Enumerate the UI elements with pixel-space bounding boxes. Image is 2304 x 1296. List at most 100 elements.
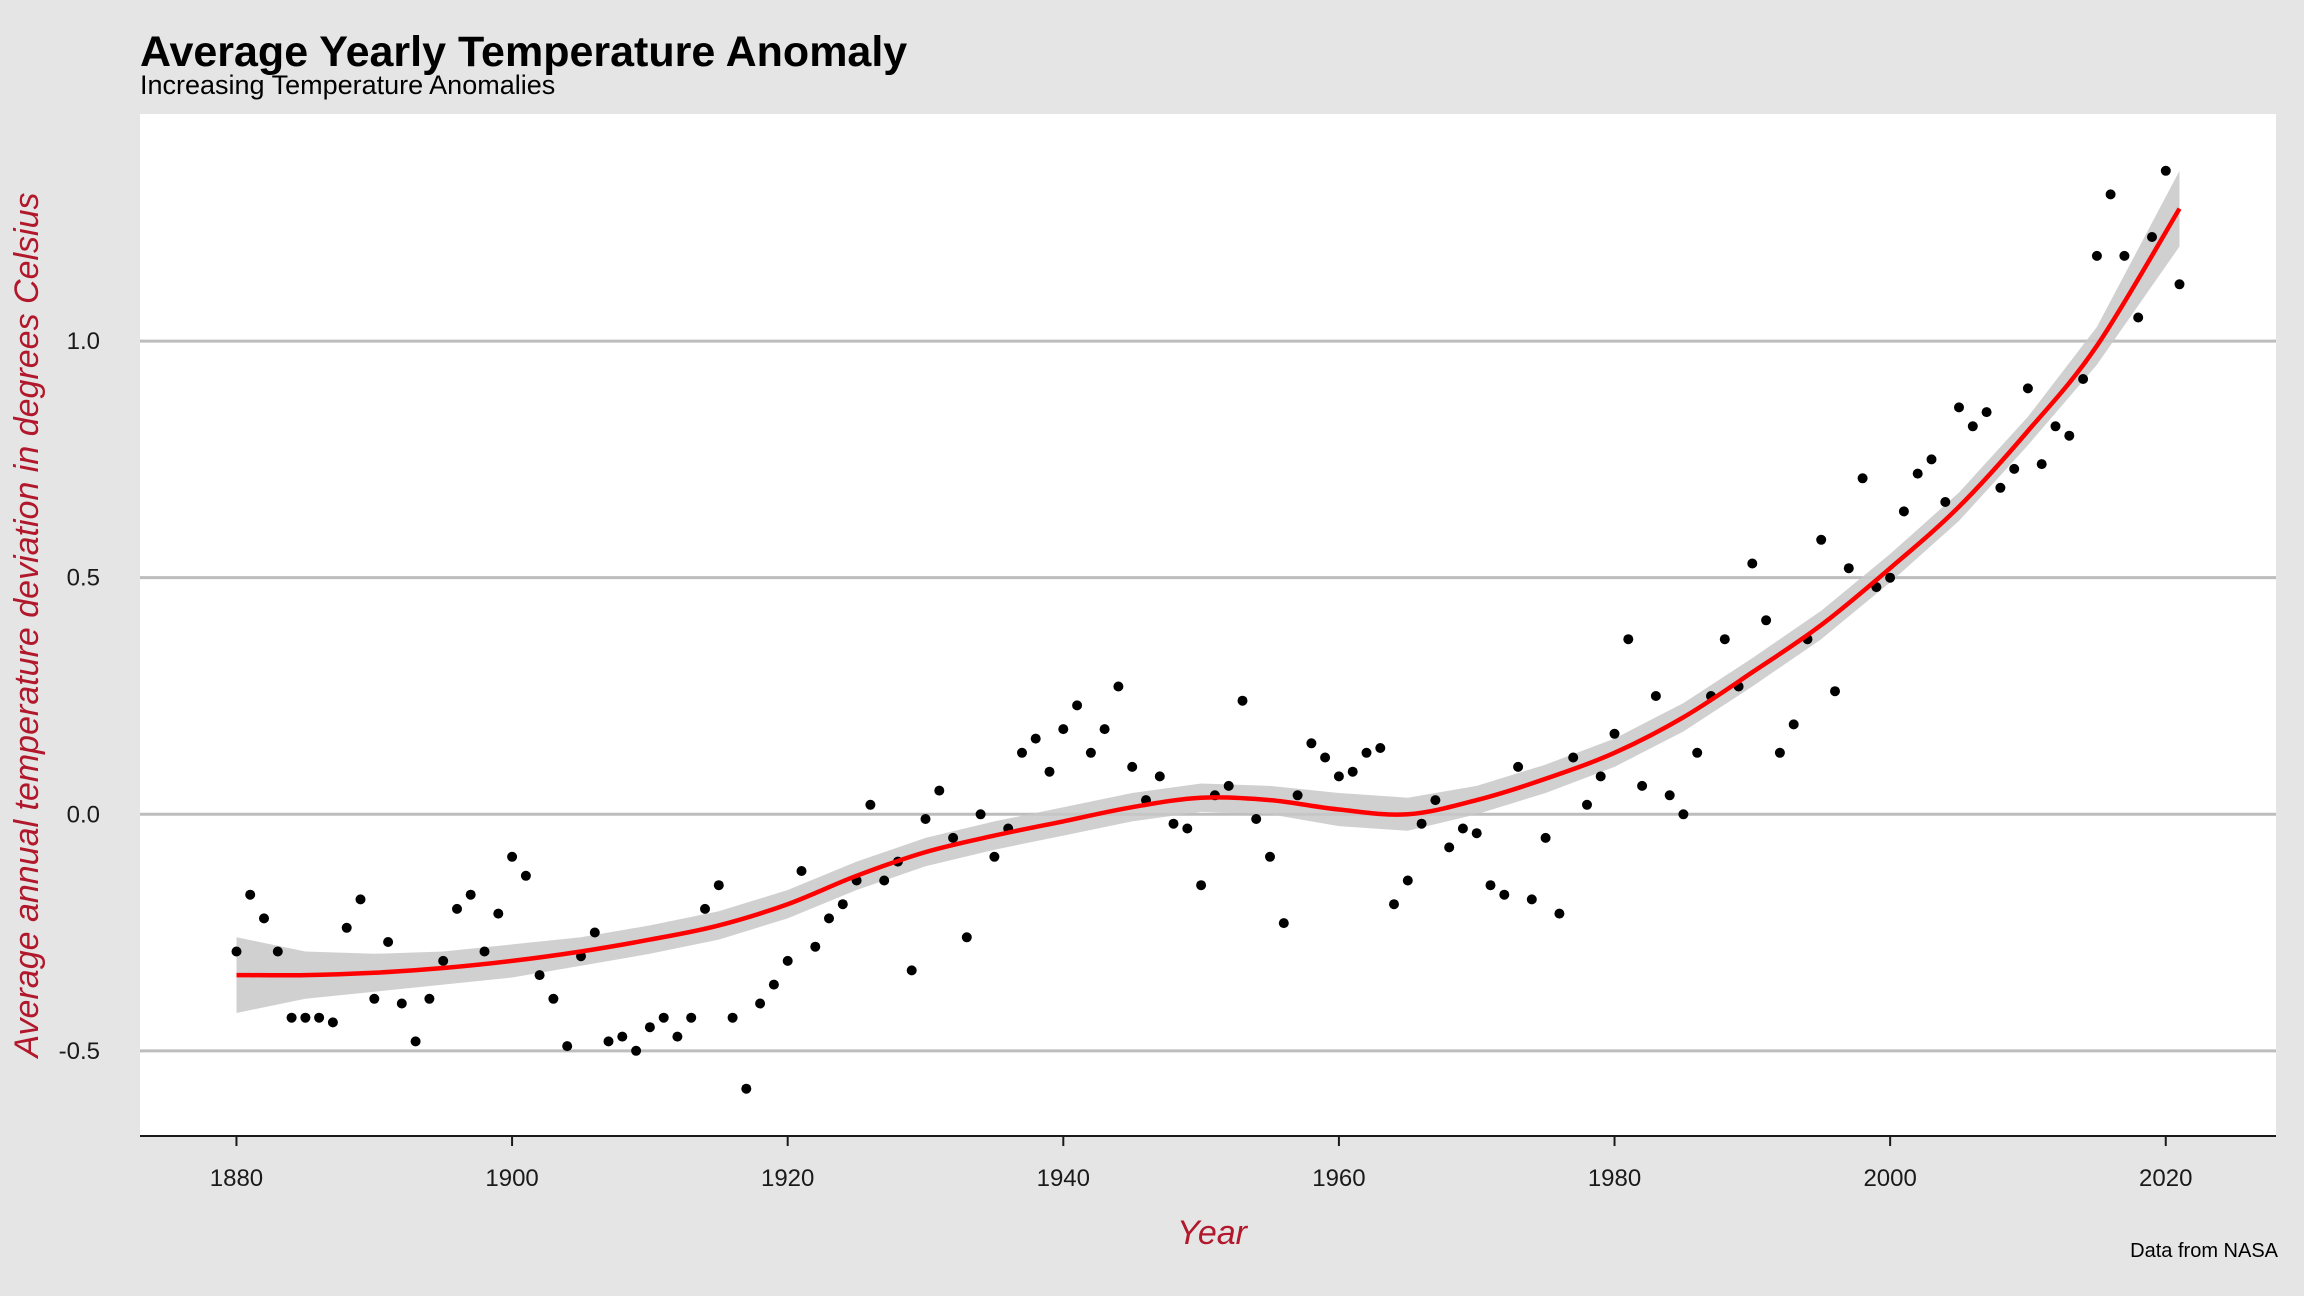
data-point: [286, 1012, 297, 1023]
data-point: [617, 1031, 628, 1042]
data-point: [920, 814, 931, 824]
data-point: [906, 965, 917, 976]
data-point: [1058, 724, 1069, 735]
data-point: [245, 889, 256, 900]
data-point: [1788, 719, 1799, 730]
data-point: [1568, 752, 1579, 763]
data-point: [2064, 430, 2075, 441]
data-point: [782, 955, 793, 966]
chart-subtitle: Increasing Temperature Anomalies: [140, 70, 556, 100]
data-point: [314, 1012, 325, 1023]
data-point: [658, 1012, 669, 1023]
data-point: [1967, 421, 1978, 432]
data-point: [2009, 463, 2020, 474]
data-point: [259, 913, 269, 924]
data-point: [1637, 780, 1648, 791]
data-point: [465, 889, 476, 900]
data-point: [755, 998, 766, 1009]
x-tick-label: 1920: [761, 1165, 814, 1192]
data-point: [2091, 250, 2102, 261]
data-point: [1761, 615, 1772, 626]
y-tick-label: -0.5: [59, 1038, 100, 1065]
data-point: [300, 1012, 311, 1023]
data-point: [1085, 747, 1096, 758]
data-point: [2105, 189, 2116, 200]
data-point: [948, 832, 959, 843]
data-point: [1526, 894, 1537, 905]
data-point: [1444, 842, 1455, 853]
y-tick-label: 0.5: [67, 565, 100, 592]
data-point: [507, 851, 518, 862]
data-point: [810, 941, 821, 952]
smooth-trend-line: [236, 207, 2182, 978]
data-point: [796, 866, 807, 876]
data-point: [1692, 747, 1703, 758]
data-point: [1168, 818, 1179, 829]
y-axis-ticks: -0.5 0.0 0.5 1.0: [59, 328, 100, 1065]
data-point: [879, 875, 890, 886]
data-point: [989, 851, 1000, 862]
data-point: [1816, 534, 1827, 545]
data-point: [1347, 766, 1358, 777]
data-point: [713, 880, 724, 891]
data-point: [1471, 828, 1482, 839]
data-point: [1154, 771, 1165, 782]
data-point: [1278, 918, 1289, 929]
data-point: [548, 993, 559, 1004]
x-tick-label: 1880: [210, 1165, 263, 1192]
data-point: [1485, 880, 1496, 891]
data-point: [493, 908, 504, 919]
data-point: [631, 1045, 642, 1056]
data-point: [1595, 771, 1606, 782]
data-point: [1251, 814, 1262, 824]
data-point: [369, 993, 380, 1004]
data-point: [424, 993, 435, 1004]
data-point: [272, 946, 283, 957]
data-point: [1030, 733, 1041, 744]
data-point: [562, 1041, 573, 1052]
data-point: [1099, 724, 1110, 735]
data-point: [700, 903, 710, 914]
x-axis-ticks: 1880 1900 1920 1940 1960 1980 2000 2020: [210, 1136, 2192, 1192]
data-point: [1306, 738, 1317, 749]
data-point: [824, 913, 834, 924]
data-point: [934, 785, 945, 796]
data-point: [1650, 691, 1661, 701]
data-point: [672, 1031, 683, 1042]
data-point: [341, 922, 352, 933]
y-axis-title: Average annual temperature deviation in …: [8, 192, 46, 1059]
data-point: [1774, 747, 1785, 758]
data-point: [1912, 468, 1923, 479]
data-point: [1430, 795, 1441, 806]
data-point: [1747, 558, 1758, 569]
data-point: [1457, 823, 1468, 834]
data-point: [1664, 790, 1675, 801]
data-point: [1623, 634, 1634, 645]
data-point: [644, 1022, 655, 1033]
x-tick-label: 2020: [2139, 1165, 2192, 1192]
data-point: [1898, 506, 1909, 517]
data-point: [2147, 232, 2157, 242]
data-point: [1843, 563, 1854, 574]
data-point: [1072, 700, 1083, 711]
data-point: [1554, 908, 1565, 919]
y-tick-label: 0.0: [67, 801, 100, 828]
data-point: [727, 1012, 738, 1023]
data-point: [1995, 482, 2006, 493]
data-point: [741, 1083, 752, 1094]
data-point: [1719, 634, 1730, 645]
data-point: [2119, 250, 2130, 261]
data-point: [865, 799, 876, 810]
data-point: [383, 937, 394, 947]
data-point: [1223, 780, 1234, 791]
data-point: [355, 894, 366, 905]
data-point: [1182, 823, 1193, 834]
data-point: [479, 946, 490, 957]
x-tick-label: 2000: [1863, 1165, 1916, 1192]
data-point: [1265, 851, 1275, 862]
data-point: [1333, 771, 1344, 782]
data-point: [1320, 752, 1331, 763]
x-tick-label: 1960: [1312, 1165, 1365, 1192]
data-point: [1237, 695, 1248, 706]
